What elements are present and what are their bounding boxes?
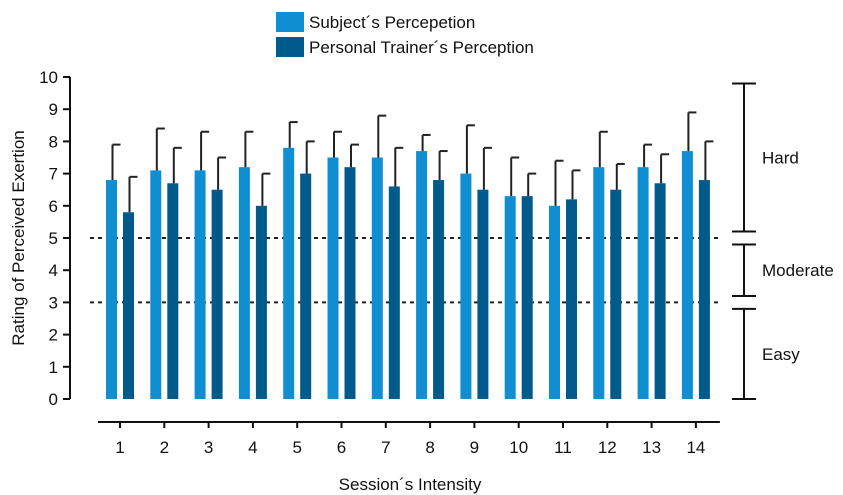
legend-label-series2: Personal Trainer´s Perception — [309, 38, 534, 57]
y-tick-label: 8 — [49, 132, 58, 151]
x-tick-label: 7 — [381, 438, 390, 457]
x-tick-label: 8 — [425, 438, 434, 457]
x-tick-label: 2 — [160, 438, 169, 457]
y-tick-label: 7 — [49, 165, 58, 184]
bar-series2-session-9 — [477, 189, 489, 399]
bar-series2-session-1 — [123, 212, 134, 399]
error-bars — [111, 111, 714, 213]
zone-label-easy: Easy — [762, 345, 800, 364]
bar-series1-session-6 — [327, 157, 339, 399]
y-tick-label: 9 — [49, 100, 58, 119]
y-tick-label: 2 — [49, 326, 58, 345]
zone-label-hard: Hard — [762, 149, 799, 168]
bar-series1-session-12 — [593, 167, 605, 399]
bar-series1-session-13 — [637, 167, 649, 399]
bar-series1-session-11 — [549, 205, 560, 399]
legend-swatch-series2 — [276, 37, 304, 57]
bar-series2-session-7 — [388, 186, 400, 399]
bar-series2-session-14 — [698, 180, 710, 399]
x-tick-label: 4 — [248, 438, 257, 457]
bar-series2-session-12 — [610, 189, 622, 399]
x-tick-label: 10 — [509, 438, 528, 457]
y-tick-label: 4 — [49, 261, 58, 280]
bar-series2-session-4 — [255, 205, 267, 399]
bar-series2-session-3 — [211, 189, 223, 399]
legend: Subject´s Percepetion Personal Trainer´s … — [276, 12, 534, 57]
x-tick-label: 11 — [554, 438, 572, 457]
y-tick-label: 3 — [49, 293, 58, 312]
x-tick-label: 3 — [204, 438, 213, 457]
legend-swatch-series1 — [276, 12, 304, 32]
x-axis-label: Session´s Intensity — [339, 475, 482, 494]
x-tick-label: 9 — [470, 438, 479, 457]
bar-series2-session-6 — [344, 167, 356, 399]
bar-series1-session-14 — [681, 151, 693, 399]
x-tick-label: 13 — [642, 438, 661, 457]
zone-label-moderate: Moderate — [762, 261, 834, 280]
y-tick-label: 0 — [49, 390, 58, 409]
bar-series1-session-7 — [371, 157, 383, 399]
y-axis-label: Rating of Perceived Exertion — [9, 130, 28, 345]
x-tick-label: 14 — [686, 438, 705, 457]
bar-series2-session-5 — [300, 173, 312, 399]
x-axis: 1 2 3 4 5 6 7 8 9 10 11 12 13 14 — [98, 421, 720, 457]
y-tick-label: 6 — [49, 197, 58, 216]
y-tick-label: 10 — [39, 68, 58, 87]
bar-series2-session-13 — [654, 183, 666, 399]
x-tick-label: 1 — [115, 438, 124, 457]
y-axis: 0 1 2 3 4 5 6 7 8 9 10 — [39, 68, 71, 409]
bar-series1-session-9 — [460, 173, 472, 399]
y-tick-label: 1 — [49, 358, 58, 377]
x-tick-label: 12 — [598, 438, 617, 457]
bar-series2-session-8 — [433, 180, 445, 399]
y-tick-label: 5 — [49, 229, 58, 248]
bar-series1-session-10 — [504, 196, 516, 399]
bar-series2-session-11 — [566, 199, 577, 399]
x-tick-label: 6 — [337, 438, 346, 457]
bar-series2-session-10 — [521, 196, 533, 399]
bar-series1-session-3 — [194, 170, 206, 399]
bars — [106, 147, 710, 399]
bar-series1-session-2 — [150, 170, 162, 399]
bar-series2-session-2 — [167, 183, 179, 399]
bar-series1-session-4 — [238, 167, 250, 399]
bar-series1-session-1 — [106, 180, 117, 399]
intensity-zones: Easy Moderate Hard — [732, 82, 834, 400]
bar-series1-session-5 — [283, 147, 295, 399]
bar-series1-session-8 — [416, 151, 428, 399]
x-tick-label: 5 — [292, 438, 301, 457]
reference-lines — [90, 237, 718, 304]
legend-label-series1: Subject´s Percepetion — [309, 13, 475, 32]
